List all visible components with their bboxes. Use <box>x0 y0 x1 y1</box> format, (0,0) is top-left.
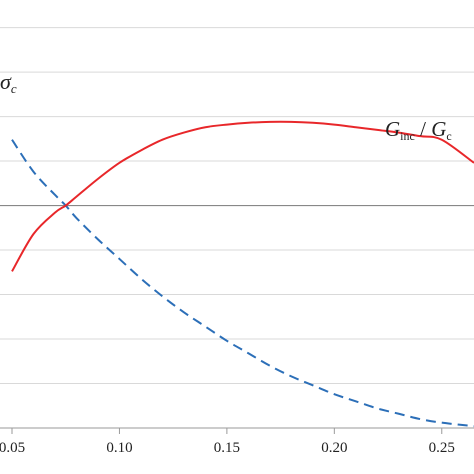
sigma-c-label-main: σ <box>0 69 12 94</box>
sigma-c-label: σc <box>0 69 17 96</box>
gc-label-main: G <box>431 117 446 141</box>
x-tick-label: 0.20 <box>321 440 347 456</box>
x-tick-labels: 0.05 0.10 0.15 0.20 0.25 <box>0 440 455 456</box>
x-tick-label: 0.05 <box>0 440 25 456</box>
gridlines <box>0 27 474 385</box>
sigma-c-label-sub: c <box>11 81 17 96</box>
x-tick-label: 0.15 <box>214 440 240 456</box>
x-tick-label: 0.25 <box>429 440 455 456</box>
ginc-gc-label: Ginc / Gc <box>385 117 452 143</box>
gc-label-sub: c <box>446 129 451 143</box>
x-tick-label: 0.10 <box>106 440 132 456</box>
ginc-label-sub: inc <box>400 129 415 143</box>
series-ginc-gc-line <box>11 120 474 272</box>
ginc-label-main: G <box>385 117 400 141</box>
ginc-label-sep: / <box>415 117 431 141</box>
series-sigma-c-line <box>11 139 474 428</box>
x-ticks <box>11 428 443 434</box>
